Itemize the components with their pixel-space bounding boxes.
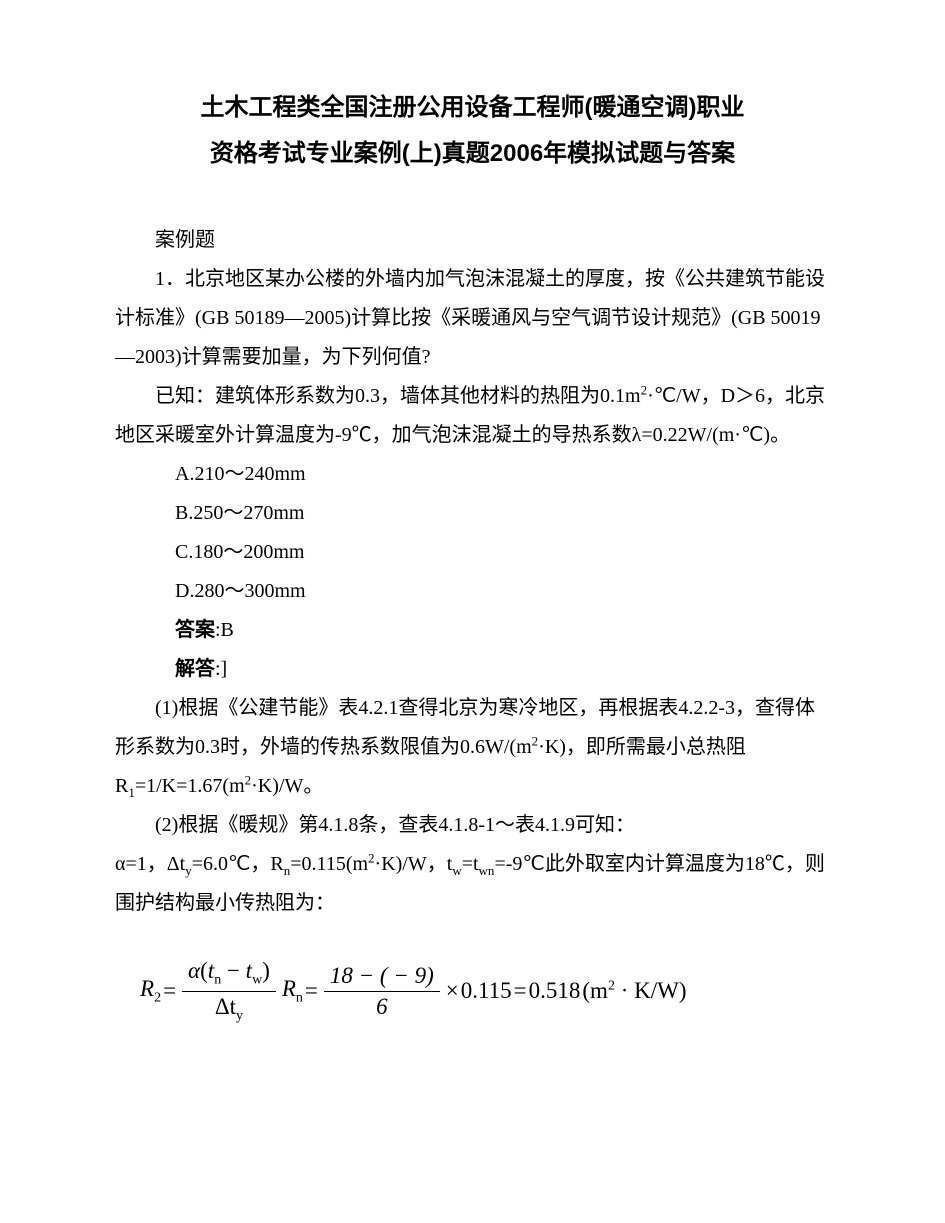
option-a: A.210～240mm [115,455,830,494]
question-1-given: 已知：建筑体形系数为0.3，墙体其他材料的热阻为0.1m2·℃/W，D＞6，北京… [115,377,830,455]
f-times: × [446,978,459,1004]
option-b: B.250～270mm [115,494,830,533]
answer-label: 答案 [175,619,215,641]
explain-line: 解答:] [115,650,830,689]
exp1-end: ·K)/W。 [251,775,323,797]
f-frac1: α(tn − tw) Δty [182,958,276,1024]
explain-label: 解答 [175,658,215,680]
exp2-e: =t [462,853,479,875]
exp2-a: α=1，Δt [115,853,185,875]
f-result: 0.518 [529,978,581,1004]
option-c: C.180～200mm [115,533,830,572]
question-1-text: 1．北京地区某办公楼的外墙内加气泡沫混凝土的厚度，按《公共建筑节能设计标准》(G… [115,260,830,377]
explanation-1: (1)根据《公建节能》表4.2.1查得北京为寒冷地区，再根据表4.2.2-3，查… [115,689,830,806]
f-Rn: Rn [282,976,303,1007]
explanation-2-line2: α=1，Δty=6.0℃，Rn=0.115(m2·K)/W，tw=twn=-9℃… [115,845,830,923]
option-d: D.280～300mm [115,572,830,611]
f-unit: (m2 · K/W) [582,978,686,1004]
formula: R2 = α(tn − tw) Δty Rn = 18 − ( − 9) 6 ×… [140,958,830,1024]
exp2-c: =0.115(m [290,853,368,875]
section-label: 案例题 [115,221,830,260]
formula-block: R2 = α(tn − tw) Δty Rn = 18 − ( − 9) 6 ×… [115,958,830,1024]
f-eq2: = [305,978,318,1004]
exp2-b: =6.0℃，R [192,853,284,875]
explain-suffix: :] [215,658,227,680]
f-eq1: = [163,978,176,1004]
answer-value: :B [215,619,234,641]
exp1-suffix: =1/K=1.67(m [135,775,245,797]
title-line-1: 土木工程类全国注册公用设备工程师(暖通空调)职业 [201,94,745,121]
explanation-2-line1: (2)根据《暖规》第4.1.8条，查表4.1.8-1～表4.1.9可知： [115,806,830,845]
f-R2: R2 [140,976,161,1007]
f-val: 0.115 [461,978,512,1004]
q1-given-prefix: 已知：建筑体形系数为0.3，墙体其他材料的热阻为0.1m [155,385,641,407]
document-title: 土木工程类全国注册公用设备工程师(暖通空调)职业 资格考试专业案例(上)真题20… [115,85,830,176]
answer-line: 答案:B [115,611,830,650]
f-eq3: = [514,978,527,1004]
f-frac2: 18 − ( − 9) 6 [324,963,440,1020]
title-line-2: 资格考试专业案例(上)真题2006年模拟试题与答案 [210,140,735,167]
exp2-d: ·K)/W，t [375,853,453,875]
